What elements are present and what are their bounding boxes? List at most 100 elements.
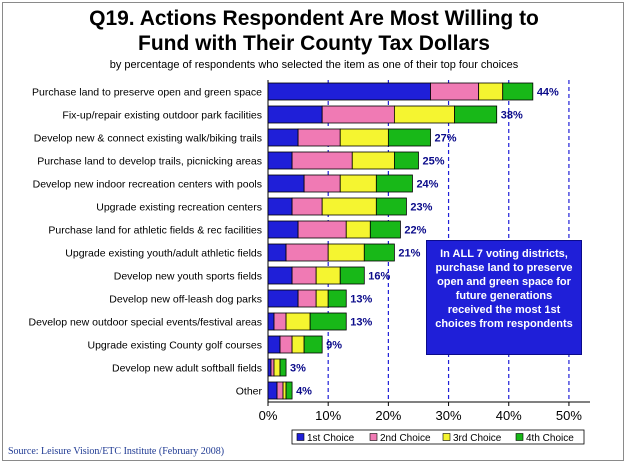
x-tick-label: 40% [496, 408, 522, 423]
source-note: Source: Leisure Vision/ETC Institute (Fe… [8, 446, 225, 457]
bar-segment [321, 197, 377, 216]
bar-segment [369, 220, 401, 239]
category-label: Develop new indoor recreation centers wi… [33, 179, 262, 191]
bar-segment [351, 151, 395, 170]
bar-segment [303, 335, 323, 354]
bar-segment [267, 220, 299, 239]
bar-segment [327, 243, 365, 262]
total-label: 22% [404, 225, 426, 237]
total-label: 21% [398, 248, 420, 260]
bar-segment [339, 128, 389, 147]
bar-segment [267, 151, 293, 170]
bar-segment [291, 151, 353, 170]
total-label: 16% [368, 271, 390, 283]
bar-segment [363, 243, 395, 262]
bar-segment [297, 128, 341, 147]
x-tick-label: 50% [556, 408, 582, 423]
bar-segment [430, 82, 480, 101]
bar-segment [267, 82, 431, 101]
bar-segment [267, 105, 323, 124]
total-label: 25% [422, 156, 444, 168]
bar-segment [273, 312, 287, 331]
x-tick-label: 0% [259, 408, 278, 423]
bar-segment [345, 220, 371, 239]
category-label: Upgrade existing County golf courses [87, 340, 262, 352]
category-label: Develop new outdoor special events/festi… [29, 317, 262, 329]
bar-segment [276, 381, 284, 400]
bar-segment [303, 174, 341, 193]
bar-segment [267, 335, 281, 354]
chart-subtitle: by percentage of respondents who selecte… [109, 59, 519, 71]
category-label: Develop new off-leash dog parks [109, 294, 262, 306]
total-label: 23% [410, 202, 432, 214]
total-label: 3% [290, 363, 306, 375]
legend-swatch [442, 433, 451, 441]
bar-segment [267, 266, 293, 285]
legend-label: 3rd Choice [453, 433, 502, 444]
bar-segment [478, 82, 504, 101]
bar-segment [273, 358, 281, 377]
legend-label: 4th Choice [526, 433, 574, 444]
callout-box: In ALL 7 voting districts, purchase land… [426, 240, 582, 355]
bar-segment [309, 312, 347, 331]
legend-swatch [515, 433, 524, 441]
bar-segment [285, 312, 311, 331]
bar-segment [387, 128, 431, 147]
bar-segment [454, 105, 498, 124]
total-label: 27% [435, 133, 457, 145]
bar-segment [267, 197, 293, 216]
bar-segment [339, 266, 365, 285]
x-tick-label: 10% [315, 408, 341, 423]
bar-segment [267, 174, 305, 193]
category-label: Purchase land to preserve open and green… [32, 87, 262, 99]
bar-segment [321, 105, 395, 124]
total-label: 13% [350, 317, 372, 329]
category-label: Purchase land for athletic fields & rec … [48, 225, 262, 237]
chart-title: Q19. Actions Respondent Are Most Willing… [0, 6, 628, 56]
bar-segment [291, 335, 305, 354]
bar-segment [267, 381, 278, 400]
category-label: Upgrade existing youth/adult athletic fi… [65, 248, 262, 260]
total-label: 13% [350, 294, 372, 306]
category-label: Fix-up/repair existing outdoor park faci… [62, 110, 262, 122]
total-label: 9% [326, 340, 342, 352]
category-label: Develop new youth sports fields [114, 271, 262, 283]
title-line-2: Fund with Their County Tax Dollars [138, 32, 490, 55]
bar-segment [279, 358, 287, 377]
bar-segment [291, 197, 323, 216]
legend-label: 1st Choice [307, 433, 355, 444]
bar-segment [267, 243, 287, 262]
category-label: Purchase land to develop trails, picnick… [37, 156, 262, 168]
legend-label: 2nd Choice [380, 433, 431, 444]
bar-segment [267, 289, 299, 308]
bar-segment [375, 174, 413, 193]
bar-segment [327, 289, 347, 308]
total-label: 4% [296, 386, 312, 398]
x-tick-label: 20% [375, 408, 401, 423]
category-label: Other [236, 386, 263, 398]
bar-segment [393, 105, 455, 124]
bar-segment [267, 312, 275, 331]
bar-segment [297, 289, 317, 308]
bar-segment [297, 220, 347, 239]
bar-segment [285, 381, 293, 400]
bar-segment [282, 381, 287, 400]
bar-segment [315, 266, 341, 285]
bar-segment [270, 358, 275, 377]
legend-box [291, 429, 585, 445]
legend-swatch [369, 433, 378, 441]
x-tick-label: 30% [436, 408, 462, 423]
total-label: 38% [501, 110, 523, 122]
title-line-1: Q19. Actions Respondent Are Most Willing… [89, 7, 539, 30]
bar-segment [315, 289, 329, 308]
legend-swatch [296, 433, 305, 441]
bar-segment [375, 197, 407, 216]
bar-segment [279, 335, 293, 354]
total-label: 24% [416, 179, 438, 191]
bar-segment [291, 266, 317, 285]
bar-segment [267, 128, 299, 147]
bar-segment [267, 358, 272, 377]
bar-segment [393, 151, 419, 170]
bar-segment [339, 174, 377, 193]
